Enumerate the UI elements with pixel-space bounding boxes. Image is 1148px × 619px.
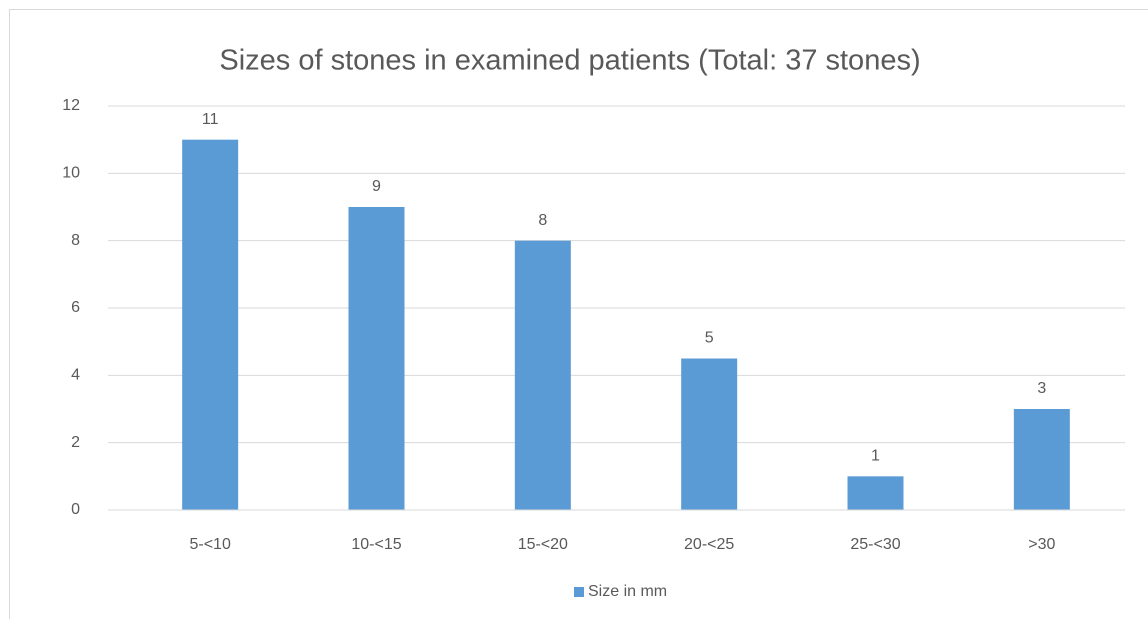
x-tick-label: 20-<25 [684, 536, 734, 553]
y-tick-label: 10 [62, 165, 80, 182]
y-tick-label: 2 [71, 434, 80, 451]
x-tick-label: 25-<30 [850, 536, 900, 553]
y-tick-label: 12 [62, 97, 80, 114]
data-label: 8 [538, 212, 547, 229]
bar [348, 207, 405, 510]
y-tick-label: 8 [71, 232, 80, 249]
x-tick-label: 10-<15 [351, 536, 401, 553]
data-label: 3 [1037, 380, 1046, 397]
legend-label: Size in mm [588, 583, 667, 600]
bar [847, 476, 904, 510]
bar [514, 240, 571, 510]
x-tick-label: 15-<20 [518, 536, 568, 553]
data-label: 9 [372, 178, 381, 195]
y-tick-label: 6 [71, 299, 80, 316]
data-label: 1 [871, 448, 880, 465]
bar [681, 358, 738, 510]
bar [1013, 409, 1070, 510]
data-label: 5 [705, 330, 714, 347]
y-tick-label: 0 [71, 501, 80, 518]
x-tick-label: 5-<10 [189, 536, 230, 553]
y-tick-label: 4 [71, 367, 80, 384]
chart-title: Sizes of stones in examined patients (To… [219, 45, 920, 77]
chart-frame [9, 9, 1148, 619]
legend-swatch [574, 587, 584, 597]
x-tick-label: >30 [1028, 536, 1055, 553]
bar [182, 139, 239, 510]
data-label: 11 [202, 111, 219, 128]
